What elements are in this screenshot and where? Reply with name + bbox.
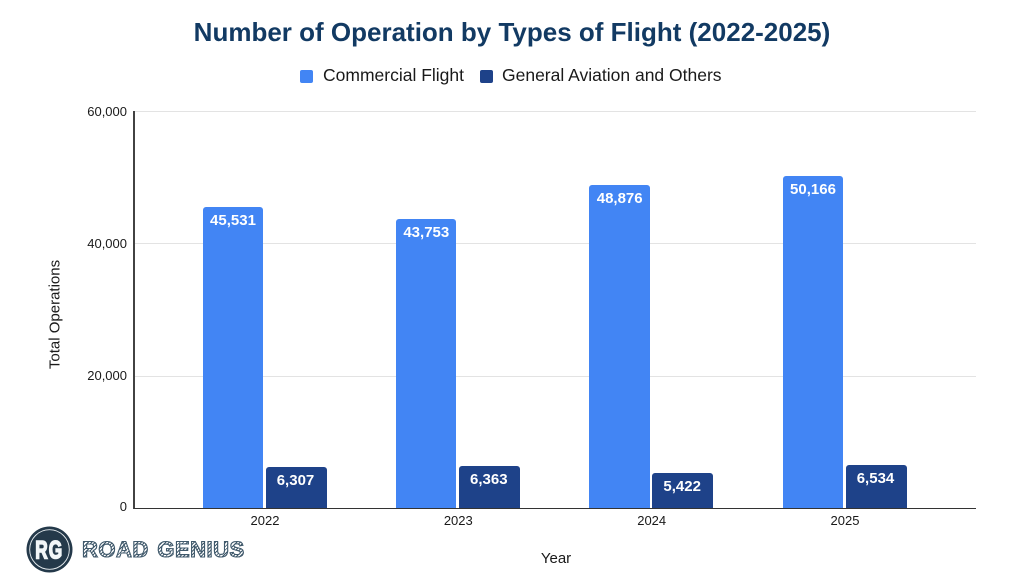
svg-text:RG: RG bbox=[35, 535, 63, 564]
